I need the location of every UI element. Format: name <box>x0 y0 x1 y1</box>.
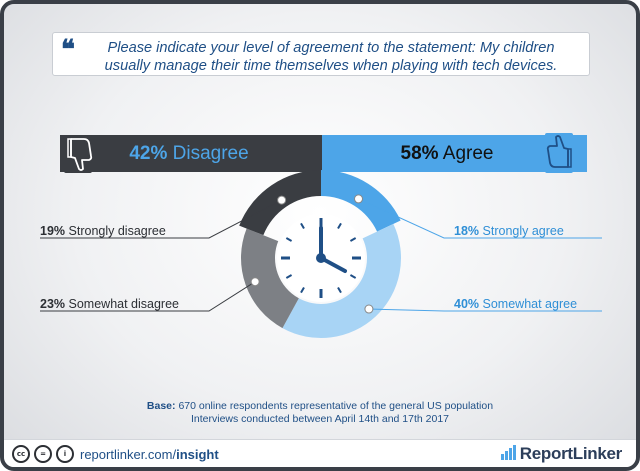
connector-dot <box>277 195 287 205</box>
connector-line <box>40 281 256 312</box>
clock-tick <box>337 222 342 230</box>
clock-tick <box>349 274 357 279</box>
base-note: Base: 670 online respondents representat… <box>94 400 546 426</box>
clock-tick <box>349 237 357 242</box>
connector-dot <box>250 277 260 287</box>
question-box: ❝ Please indicate your level of agreemen… <box>52 32 590 76</box>
equals-icon: = <box>34 445 52 463</box>
disagree-percent: 42% <box>129 143 168 164</box>
agreement-donut-chart <box>40 170 602 339</box>
base-line2: Interviews conducted between April 14th … <box>190 413 449 425</box>
connector-line <box>368 308 602 312</box>
quote-icon: ❝ <box>61 34 75 64</box>
disagree-bar: 42% Disagree <box>60 135 322 172</box>
label-somewhat-agree: 40% Somewhat agree <box>454 297 578 311</box>
clock-tick <box>300 222 305 230</box>
clock-tick <box>337 286 342 294</box>
clock-tick <box>285 274 293 279</box>
label-strongly-disagree: 19% Strongly disagree <box>40 224 166 238</box>
label-somewhat-disagree: 23% Somewhat disagree <box>40 297 179 311</box>
connector-line <box>358 198 602 239</box>
question-text: Please indicate your level of agreement … <box>104 40 558 74</box>
reportlinker-logo: ReportLinker <box>500 444 622 465</box>
donut-slice-somewhat-disagree <box>240 228 299 329</box>
agree-bar: 58% Agree <box>322 135 587 172</box>
connector-dot <box>364 304 374 314</box>
footer-url-link[interactable]: reportlinker.com/insight <box>80 447 219 462</box>
base-line1: 670 online respondents representative of… <box>178 400 494 412</box>
clock-tick <box>300 286 305 294</box>
footer: cc = i reportlinker.com/insight ReportLi… <box>4 439 636 467</box>
agree-percent: 58% <box>400 143 439 164</box>
label-strongly-agree: 18% Strongly agree <box>454 224 564 238</box>
base-label: Base: <box>146 400 176 412</box>
thumbs-down-icon <box>64 135 93 173</box>
disagree-summary: 42% Disagree <box>84 143 294 165</box>
thumbs-up-icon <box>545 133 573 173</box>
connector-dot <box>354 194 364 204</box>
label-connectors <box>40 194 602 314</box>
agree-label: Agree <box>442 143 494 164</box>
clock-hub <box>316 253 326 263</box>
person-icon: i <box>56 445 74 463</box>
brand-bars-icon <box>500 445 517 465</box>
cc-icon: cc <box>12 445 30 463</box>
clock-tick <box>285 237 293 242</box>
clock-icon <box>277 214 365 302</box>
connector-line <box>40 199 282 239</box>
disagree-label: Disagree <box>172 143 249 164</box>
agree-summary: 58% Agree <box>342 143 552 165</box>
